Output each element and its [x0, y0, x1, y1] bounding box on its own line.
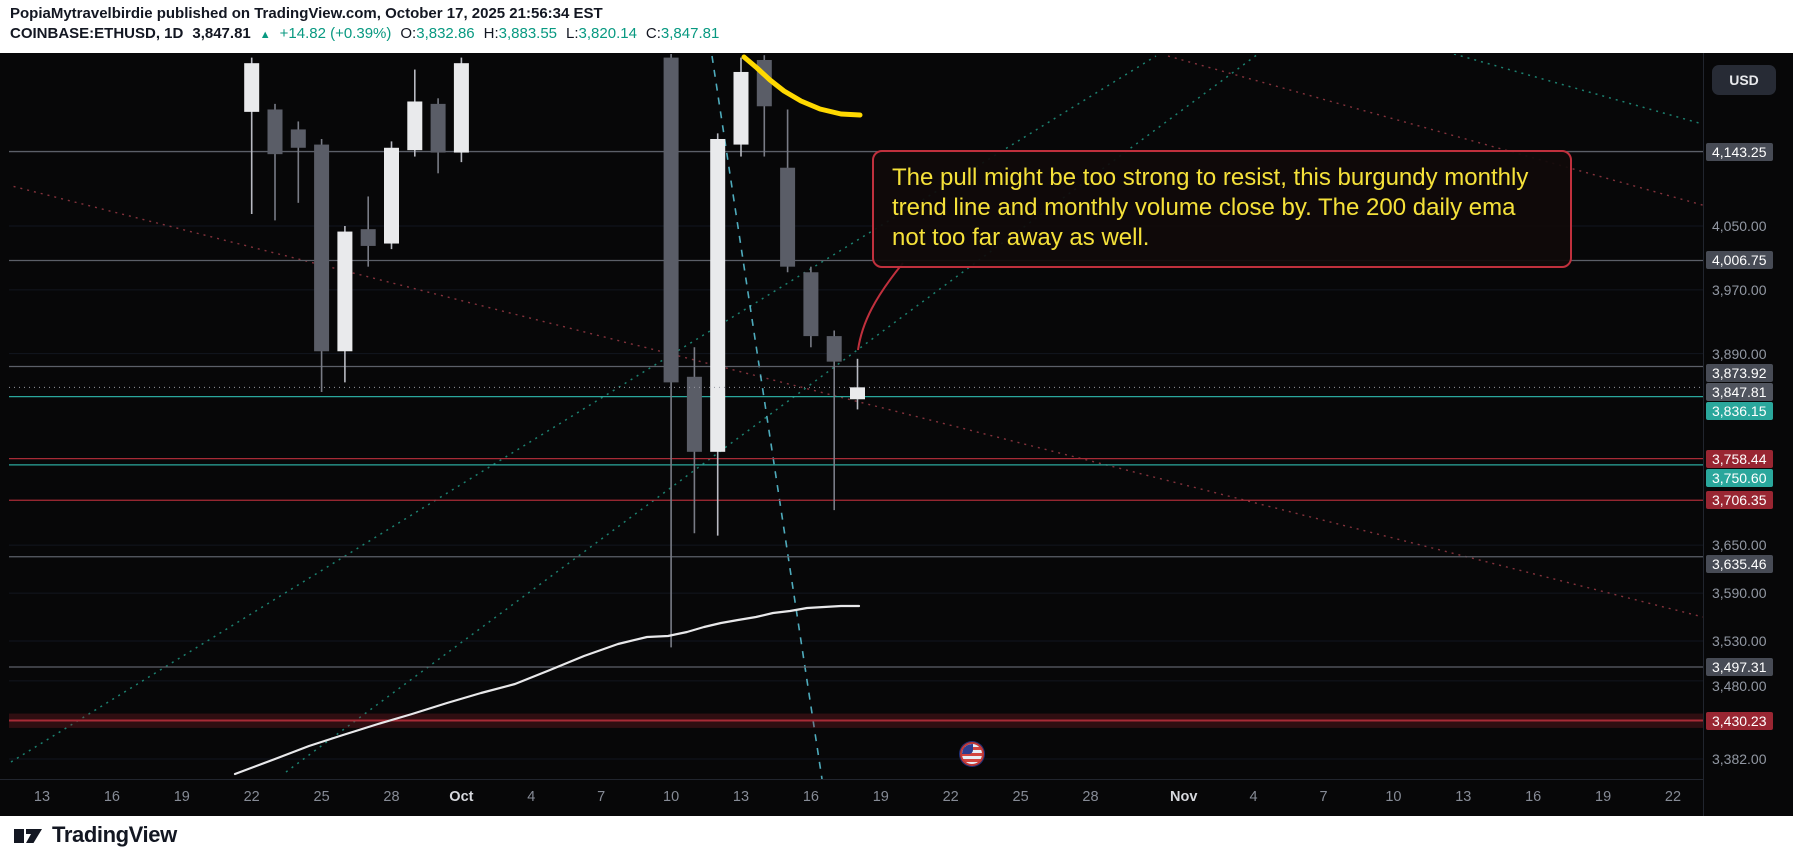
close-value: 3,847.81: [660, 25, 720, 42]
symbol-ohlc-bar: COINBASE:ETHUSD, 1D 3,847.81 ▲ +14.82 (+…: [10, 25, 1793, 42]
publisher-name: PopiaMytravelbirdie published on Trading…: [10, 5, 381, 22]
currency-usd-button[interactable]: USD: [1712, 65, 1776, 95]
price-change: +14.82 (+0.39%): [279, 25, 392, 42]
time-axis[interactable]: 13 16 19 22 25 28 Oct 4 7 10 13 16 19 22 25 28 Nov 4 7 10 13…: [0, 779, 1703, 816]
symbol-name: COINBASE:ETHUSD, 1D: [10, 25, 184, 42]
price-label: 3,590.00: [1712, 585, 1767, 602]
time-label: 22: [243, 789, 260, 805]
time-label: 16: [1525, 789, 1542, 805]
time-label: 25: [1012, 789, 1029, 805]
time-label: 19: [173, 789, 190, 805]
publish-timestamp: October 17, 2025 21:56:34 EST: [385, 5, 603, 22]
low-label: L:: [566, 25, 579, 42]
open-group: O:3,832.86: [400, 25, 474, 42]
time-label: 28: [1082, 789, 1099, 805]
low-value: 3,820.14: [578, 25, 637, 42]
open-value: 3,832.86: [416, 25, 475, 42]
up-arrow-icon: ▲: [259, 29, 271, 41]
last-price-value: 3,847.81: [192, 25, 251, 42]
time-label: Oct: [449, 789, 474, 805]
high-label: H:: [483, 25, 499, 42]
footer: TradingView: [0, 816, 1793, 853]
time-label: 16: [103, 789, 120, 805]
price-label: 3,650.00: [1712, 537, 1767, 554]
time-label: 25: [313, 789, 330, 805]
price-label: 3,530.00: [1712, 632, 1767, 649]
annotation-text: The pull might be too strong to resist, …: [892, 164, 1529, 251]
publish-info: PopiaMytravelbirdie published on Trading…: [10, 5, 1793, 22]
price-label: 3,382.00: [1712, 751, 1767, 768]
close-group: C:3,847.81: [646, 25, 719, 42]
low-group: L:3,820.14: [566, 25, 637, 42]
time-label: 13: [1455, 789, 1472, 805]
price-label: 3,836.15: [1706, 401, 1773, 420]
time-label: 13: [33, 789, 51, 805]
annotation-callout[interactable]: The pull might be too strong to resist, …: [872, 150, 1572, 268]
high-group: H:3,883.55: [484, 25, 557, 42]
time-label: 4: [527, 789, 536, 805]
price-label: 4,050.00: [1712, 217, 1767, 234]
us-flag-marker-icon[interactable]: [960, 742, 984, 766]
open-label: O:: [400, 25, 417, 42]
tradingview-logo-icon: [14, 828, 42, 843]
price-label: 3,758.44: [1706, 449, 1773, 468]
price-label: 3,497.31: [1706, 658, 1773, 677]
price-label: 3,480.00: [1712, 678, 1767, 695]
time-label: 22: [942, 789, 959, 805]
price-label: 3,635.46: [1706, 555, 1773, 574]
price-label: 4,143.25: [1706, 142, 1773, 161]
time-label: Nov: [1169, 789, 1198, 805]
time-label: 19: [872, 789, 889, 805]
close-label: C:: [645, 25, 661, 42]
time-label: 7: [597, 789, 606, 805]
high-value: 3,883.55: [498, 25, 558, 42]
time-label: 19: [1595, 789, 1612, 805]
price-label: 3,430.23: [1706, 711, 1773, 730]
publish-header: PopiaMytravelbirdie published on Trading…: [0, 0, 1793, 53]
price-label: 3,750.60: [1706, 468, 1773, 487]
price-label: 3,890.00: [1712, 345, 1767, 362]
price-label: 4,006.75: [1706, 251, 1773, 270]
price-label: 3,873.92: [1706, 363, 1773, 382]
time-label: 13: [732, 789, 750, 805]
price-label: 3,847.81: [1706, 382, 1773, 401]
time-label: 10: [1385, 789, 1402, 805]
price-label: 3,970.00: [1712, 281, 1767, 298]
time-label: 7: [1319, 789, 1328, 805]
time-label: 22: [1664, 789, 1682, 805]
brand-name: TradingView: [52, 821, 177, 847]
price-axis[interactable]: 4,143.25 4,050.00 4,006.75 3,970.00 3,890.00…: [1703, 53, 1793, 779]
time-label: 28: [383, 789, 400, 805]
time-label: 10: [663, 789, 680, 805]
time-label: 4: [1249, 789, 1258, 805]
axis-separator: [1703, 53, 1704, 816]
time-label: 16: [802, 789, 819, 805]
price-label: 3,706.35: [1706, 491, 1773, 510]
